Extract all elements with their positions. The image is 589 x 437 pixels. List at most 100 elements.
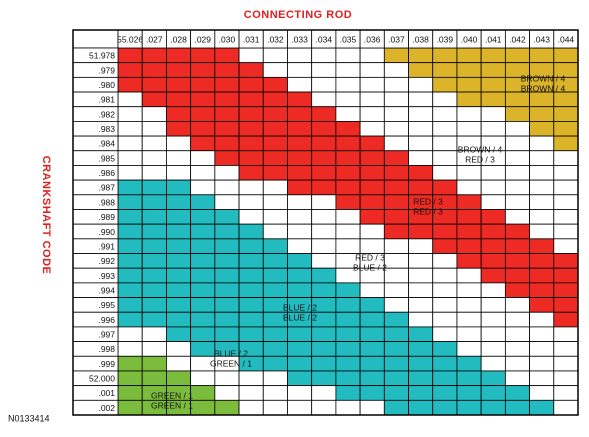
- cell: [408, 76, 434, 93]
- cell: [359, 150, 385, 166]
- cell: [287, 223, 313, 240]
- cell: [553, 238, 579, 254]
- cell: [553, 209, 579, 225]
- cell: [141, 209, 167, 225]
- cell: [214, 385, 240, 401]
- cell: [553, 297, 579, 313]
- cell: [190, 341, 216, 357]
- cell: [480, 399, 506, 416]
- cell: [456, 121, 482, 137]
- cell: [432, 238, 458, 254]
- cell: [456, 106, 482, 122]
- cell: [311, 341, 337, 357]
- cell: [408, 282, 434, 298]
- cell: [529, 165, 555, 181]
- cell: [311, 253, 337, 269]
- cell: [190, 62, 216, 78]
- cell: [432, 47, 458, 64]
- cell: [408, 253, 434, 269]
- cell: [214, 297, 240, 313]
- cell: [456, 165, 482, 181]
- cell: [262, 135, 288, 152]
- cell: [359, 165, 385, 181]
- cell: [141, 179, 167, 196]
- cell: [262, 76, 288, 93]
- cell: [359, 62, 385, 78]
- cell: [480, 370, 506, 387]
- cell: [359, 326, 385, 343]
- cell: [504, 91, 530, 108]
- cell: [141, 62, 167, 78]
- cell: [432, 282, 458, 298]
- cell: [504, 267, 530, 284]
- cell: [238, 91, 264, 108]
- cell: [408, 121, 434, 137]
- cell: [359, 194, 385, 210]
- cell: [335, 135, 361, 152]
- zone-label: BLUE / 2: [353, 262, 387, 272]
- cell: [335, 297, 361, 313]
- cell: [456, 370, 482, 387]
- cell: [311, 282, 337, 298]
- cell: [311, 209, 337, 225]
- cell: [311, 370, 337, 387]
- cell: [504, 385, 530, 401]
- cell: [432, 223, 458, 240]
- cell: [117, 150, 143, 166]
- cell: [335, 341, 361, 357]
- cell: [359, 121, 385, 137]
- cell: [456, 76, 482, 93]
- cell: [141, 165, 167, 181]
- cell: [262, 165, 288, 181]
- cell: [166, 238, 192, 254]
- cell: [529, 267, 555, 284]
- cell: [214, 267, 240, 284]
- column-label: .036: [364, 34, 381, 44]
- cell: [383, 121, 409, 137]
- cell: [383, 135, 409, 152]
- cell: [383, 91, 409, 108]
- cell: [504, 165, 530, 181]
- cell: [287, 76, 313, 93]
- cell: [504, 370, 530, 387]
- cell: [553, 311, 579, 328]
- cell: [117, 282, 143, 298]
- cell: [117, 165, 143, 181]
- cell: [529, 385, 555, 401]
- zone-label: BROWN / 4: [521, 83, 566, 93]
- cell: [553, 150, 579, 166]
- cell: [190, 165, 216, 181]
- cell: [311, 91, 337, 108]
- row-label: 51.978: [89, 51, 115, 61]
- cell: [335, 150, 361, 166]
- cell: [553, 223, 579, 240]
- cell: [311, 238, 337, 254]
- cell: [359, 106, 385, 122]
- cell: [504, 253, 530, 269]
- cell: [432, 326, 458, 343]
- cell: [166, 209, 192, 225]
- cell: [117, 76, 143, 93]
- cell: [311, 47, 337, 64]
- cell: [117, 370, 143, 387]
- cell: [141, 267, 167, 284]
- cell: [383, 355, 409, 372]
- cell: [480, 253, 506, 269]
- row-label: .981: [98, 95, 115, 105]
- cell: [383, 223, 409, 240]
- cell: [456, 91, 482, 108]
- cell: [238, 385, 264, 401]
- cell: [408, 399, 434, 416]
- cell: [504, 135, 530, 152]
- cell: [141, 150, 167, 166]
- cell: [287, 385, 313, 401]
- cell: [383, 385, 409, 401]
- side-title: CRANKSHAFT CODE: [40, 156, 52, 275]
- cell: [359, 135, 385, 152]
- row-label: .984: [98, 139, 115, 149]
- cell: [166, 150, 192, 166]
- cell: [359, 385, 385, 401]
- cell: [238, 121, 264, 137]
- cell: [504, 355, 530, 372]
- cell: [408, 341, 434, 357]
